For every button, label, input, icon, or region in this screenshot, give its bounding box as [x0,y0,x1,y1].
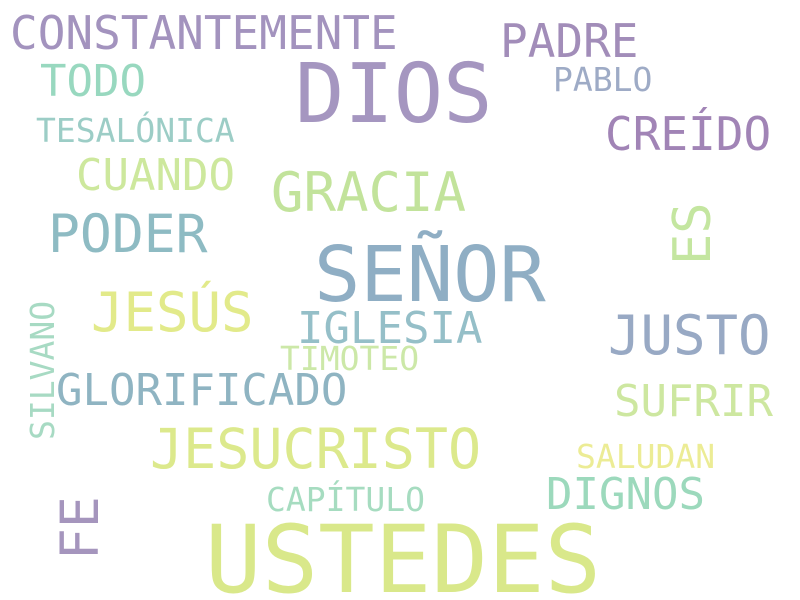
word-jesucristo: JESUCRISTO [150,417,482,481]
word-dios: DIOS [295,47,493,142]
word-justo: JUSTO [608,304,771,367]
word-sufrir: SUFRIR [614,376,773,427]
word-creido: CREÍDO [605,107,772,161]
word-silvano: SILVANO [23,300,62,440]
word-poder: PODER [48,204,208,265]
word-gracia: GRACIA [271,161,467,224]
word-iglesia: IGLESIA [297,303,483,354]
word-ustedes: USTEDES [205,506,602,600]
word-fe: FE [50,496,111,560]
word-capitulo: CAPÍTULO [266,480,425,519]
word-jesus: JESÚS [91,281,254,344]
word-senor: SEÑOR [314,231,546,320]
word-timoteo: TIMOTEO [280,339,420,378]
word-tesalonica: TESALÓNICA [36,111,235,150]
word-glorificado: GLORIFICADO [56,365,348,416]
word-saludan: SALUDAN [576,437,716,476]
word-dignos: DIGNOS [546,469,705,520]
word-padre: PADRE [500,14,639,68]
word-es: ES [663,202,723,265]
word-pablo: PABLO [553,60,653,99]
word-cuando: CUANDO [76,150,235,201]
word-constantemente: CONSTANTEMENTE [10,6,398,60]
word-todo: TODO [40,56,146,107]
